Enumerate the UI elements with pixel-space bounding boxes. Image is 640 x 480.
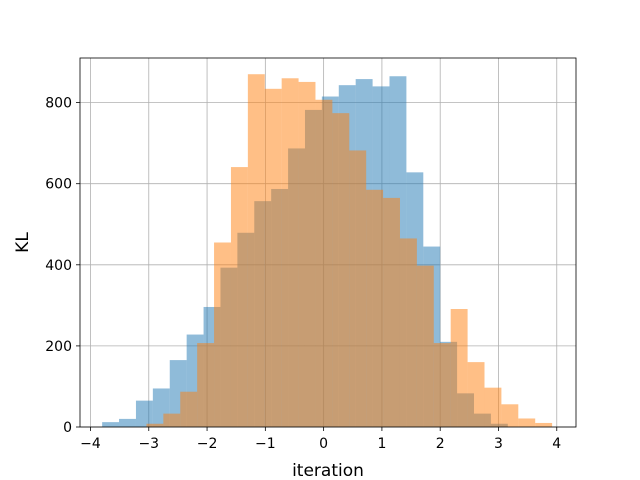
histogram-bar bbox=[163, 413, 181, 427]
histogram-bar bbox=[135, 400, 153, 427]
x-axis-label: iteration bbox=[292, 461, 364, 480]
histogram-bar bbox=[332, 113, 350, 428]
histogram-bar bbox=[180, 391, 198, 427]
x-tick-label: 3 bbox=[494, 436, 503, 452]
histogram-bar bbox=[197, 343, 215, 427]
y-tick-label: 600 bbox=[45, 177, 72, 193]
histogram-bar bbox=[315, 99, 333, 428]
histogram-bar bbox=[484, 387, 502, 427]
histogram-bar bbox=[518, 418, 536, 427]
y-axis-label: KL bbox=[13, 232, 33, 253]
histogram-bar bbox=[119, 418, 136, 427]
y-tick-label: 800 bbox=[45, 96, 72, 112]
plot-frame bbox=[79, 57, 577, 428]
histogram-bar bbox=[535, 422, 553, 427]
histogram-bar bbox=[102, 422, 120, 427]
histogram-bar bbox=[214, 242, 231, 427]
histogram-bar bbox=[264, 88, 282, 428]
y-tick-label: 400 bbox=[45, 258, 72, 274]
histogram-bar bbox=[230, 167, 248, 428]
x-tick-label: −4 bbox=[80, 436, 101, 452]
axis-ticks: −4 −3 −2 −1 0 1 2 3 4 0 200 400 600 800 bbox=[45, 96, 561, 452]
x-tick-label: 2 bbox=[436, 436, 445, 452]
histogram-bars bbox=[102, 74, 553, 428]
x-tick-label: −1 bbox=[255, 436, 276, 452]
histogram-bar bbox=[501, 404, 519, 427]
y-tick-label: 0 bbox=[63, 420, 72, 436]
histogram-bar bbox=[383, 197, 400, 427]
x-tick-label: −2 bbox=[197, 436, 218, 452]
histogram-bar bbox=[467, 362, 485, 427]
histogram-bar bbox=[247, 74, 265, 427]
histogram-bar bbox=[281, 78, 299, 428]
x-tick-label: 4 bbox=[552, 436, 561, 452]
histogram-bar bbox=[399, 238, 417, 427]
histogram-bar bbox=[349, 150, 367, 427]
x-tick-label: 0 bbox=[319, 436, 328, 452]
histogram-bar bbox=[433, 343, 451, 427]
y-tick-label: 200 bbox=[45, 339, 72, 355]
histogram-bar bbox=[298, 81, 316, 427]
x-tick-label: 1 bbox=[377, 436, 386, 452]
histogram-bar bbox=[146, 423, 164, 427]
histogram-bar bbox=[416, 265, 434, 427]
histogram-bar bbox=[366, 189, 384, 427]
x-tick-label: −3 bbox=[138, 436, 159, 452]
histogram-series-2 bbox=[146, 74, 553, 428]
histogram-bar bbox=[450, 309, 468, 427]
